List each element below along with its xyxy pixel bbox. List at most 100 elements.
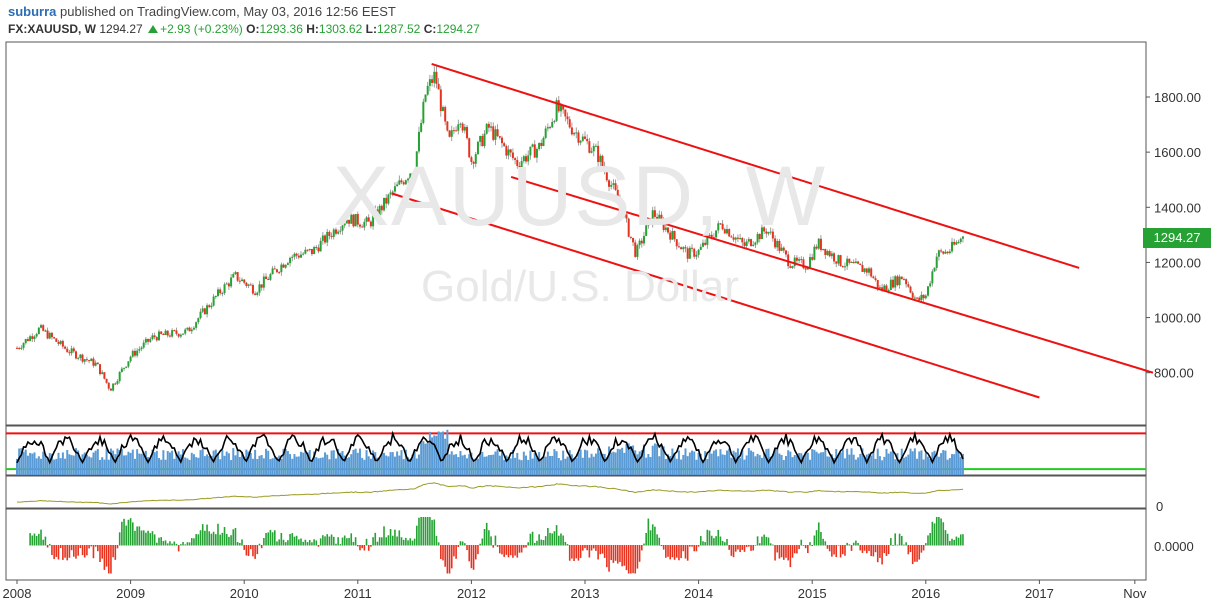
candle-body — [551, 121, 554, 128]
histogram-bar — [223, 527, 226, 546]
cumulative-line — [16, 482, 963, 505]
candle-body — [151, 335, 154, 339]
candle-body — [553, 120, 556, 122]
histogram-bar — [601, 545, 604, 554]
volume-bar — [760, 457, 763, 475]
volume-bar — [374, 452, 377, 475]
volume-bar — [383, 452, 386, 475]
candle-body — [466, 126, 469, 139]
candle-body — [892, 279, 895, 288]
volume-bar — [450, 451, 453, 475]
volume-bar — [367, 456, 370, 475]
histogram-bar — [171, 543, 173, 546]
candle-body — [184, 329, 187, 334]
volume-bar — [605, 457, 608, 475]
histogram-bar — [472, 545, 475, 570]
volume-bar — [658, 456, 661, 475]
histogram-bar — [905, 542, 907, 546]
histogram-bar — [892, 545, 894, 546]
candle-body — [304, 249, 307, 254]
candle-body — [457, 124, 460, 131]
volume-bar — [909, 448, 912, 475]
volume-bar — [225, 451, 228, 475]
histogram-bar — [186, 542, 189, 546]
candle-body — [271, 268, 274, 275]
volume-bar — [289, 454, 292, 475]
cum-axis-label: 0 — [1156, 499, 1163, 514]
histogram-bar — [57, 545, 60, 560]
volume-bar — [53, 459, 56, 475]
histogram-bar — [616, 545, 619, 564]
volume-bar — [348, 457, 351, 475]
volume-bar — [660, 444, 663, 475]
volume-bar — [278, 455, 281, 475]
volume-bar — [680, 459, 683, 475]
candle-body — [267, 279, 270, 281]
histogram-bar — [405, 537, 407, 546]
x-tick-label: 2017 — [1025, 586, 1054, 601]
histogram-bar — [783, 545, 785, 560]
histogram-bar — [361, 545, 363, 549]
histogram-bar — [518, 545, 521, 553]
histogram-bar — [212, 531, 215, 546]
volume-bar — [629, 446, 632, 475]
volume-bar — [601, 453, 604, 475]
histogram-bar — [354, 537, 357, 546]
histogram-bar — [55, 545, 58, 557]
open-label: O: — [246, 22, 260, 36]
histogram-bar — [931, 521, 934, 546]
volume-bar — [241, 451, 244, 475]
histogram-bar — [62, 545, 64, 560]
volume-bar — [46, 458, 49, 475]
volume-bar — [92, 452, 95, 475]
candle-body — [839, 255, 842, 267]
volume-bar — [599, 452, 602, 475]
candle-body — [33, 336, 36, 339]
histogram-bar — [671, 545, 674, 558]
volume-bar — [420, 442, 423, 475]
candle-body — [846, 258, 849, 267]
volume-bar — [459, 451, 462, 475]
histogram-bar — [492, 545, 495, 548]
candle-body — [46, 330, 49, 339]
candle-body — [487, 123, 490, 128]
histogram-bar — [900, 535, 903, 546]
volume-bar — [900, 448, 903, 475]
histogram-bar — [164, 540, 167, 546]
volume-bar — [230, 460, 233, 475]
histogram-bar — [315, 540, 318, 546]
histogram-bar — [243, 545, 245, 550]
histogram-bar — [811, 545, 813, 547]
candle-body — [306, 249, 309, 251]
histogram-bar — [387, 535, 390, 546]
histogram-bar — [258, 543, 261, 546]
volume-bar — [61, 452, 64, 475]
author-link[interactable]: suburra — [8, 4, 57, 19]
histogram-bar — [662, 545, 665, 550]
candle-body — [68, 352, 71, 354]
histogram-bar — [780, 545, 783, 558]
volume-bar — [291, 458, 294, 475]
histogram-bar — [348, 537, 350, 546]
volume-bar — [538, 452, 541, 475]
histogram-bar — [424, 517, 427, 546]
histogram-bar — [763, 534, 765, 546]
candle-body — [433, 71, 436, 83]
volume-bar — [210, 455, 213, 475]
volume-bar — [535, 457, 538, 475]
volume-bar — [474, 458, 477, 475]
histogram-bar — [131, 522, 134, 546]
histogram-bar — [796, 545, 798, 554]
candle-body — [789, 266, 792, 268]
candle-body — [750, 239, 753, 247]
candle-body — [77, 357, 80, 359]
candle-body — [348, 219, 351, 224]
volume-bar — [540, 459, 543, 475]
candle-body — [101, 372, 104, 375]
candle-body — [435, 71, 438, 84]
candle-body — [592, 145, 595, 152]
candle-body — [669, 232, 672, 240]
volume-bar — [892, 451, 895, 475]
candle-body — [933, 267, 936, 272]
